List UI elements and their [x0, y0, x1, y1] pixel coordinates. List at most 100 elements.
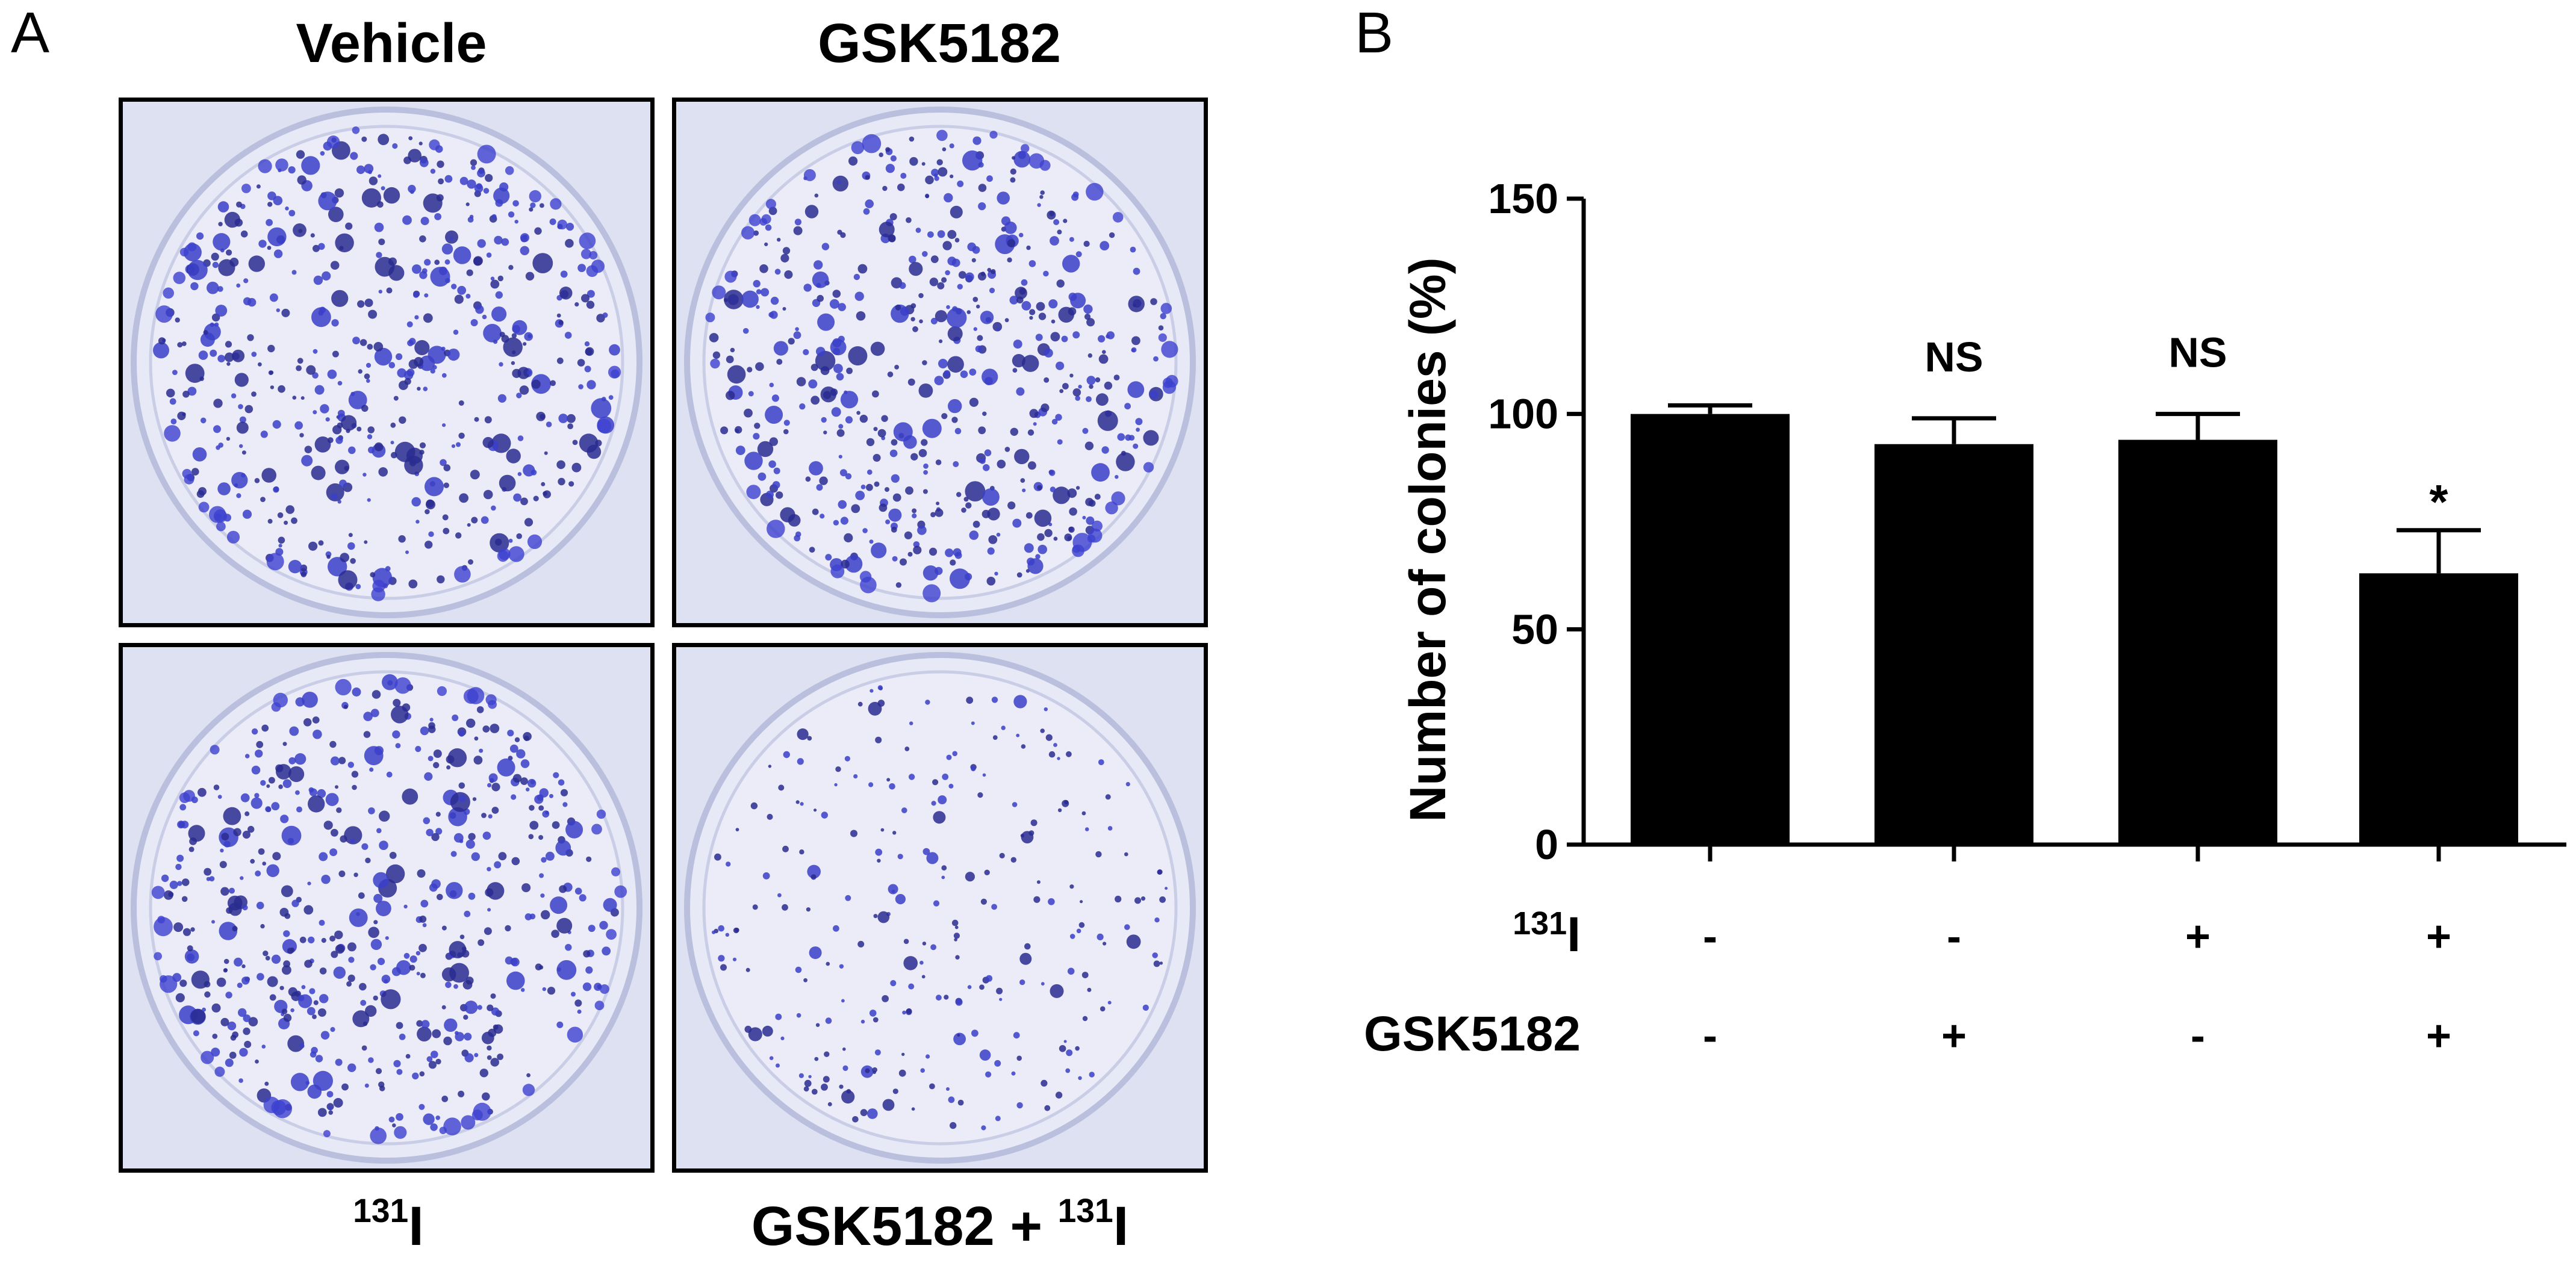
colony: [922, 565, 939, 581]
colony: [497, 275, 503, 282]
colony: [889, 213, 897, 220]
colony: [474, 736, 479, 741]
colony: [766, 491, 774, 498]
colony: [1035, 554, 1041, 559]
colony: [1041, 982, 1045, 986]
colony: [991, 904, 997, 910]
colony: [1100, 1006, 1106, 1012]
bar: [1874, 444, 2033, 845]
colony: [172, 370, 178, 375]
edge-colony: [596, 809, 606, 819]
colony: [358, 369, 362, 374]
edge-colony: [275, 158, 288, 172]
edge-colony: [550, 198, 562, 210]
colony: [848, 156, 858, 166]
colony: [826, 961, 830, 966]
colony: [1100, 241, 1110, 251]
colony: [817, 294, 824, 302]
colony: [299, 433, 304, 438]
colony: [889, 449, 898, 458]
colony: [845, 555, 863, 573]
colony: [1001, 725, 1006, 730]
colony: [559, 885, 567, 893]
colony: [947, 356, 964, 373]
colony: [347, 1063, 356, 1072]
colony: [455, 532, 462, 539]
colony: [355, 584, 361, 589]
colony: [269, 994, 276, 1001]
colony: [255, 870, 261, 877]
colony: [937, 230, 945, 238]
colony: [934, 376, 944, 385]
colony: [364, 540, 368, 544]
colony: [1026, 245, 1031, 250]
colony: [877, 429, 886, 438]
colony: [520, 759, 530, 768]
colony: [1075, 251, 1082, 258]
colony: [735, 828, 739, 831]
colony: [188, 846, 194, 852]
colony: [169, 398, 176, 405]
colony: [1016, 1102, 1023, 1109]
edge-colony: [463, 689, 479, 704]
colony: [255, 1060, 259, 1064]
colony: [185, 364, 205, 383]
colony: [239, 416, 246, 423]
colony: [762, 872, 770, 880]
colony: [484, 927, 492, 936]
colony: [796, 1013, 801, 1018]
colony: [426, 828, 434, 837]
colony: [468, 559, 473, 565]
colony: [1053, 743, 1057, 747]
edge-colony: [830, 564, 845, 579]
edge-colony: [606, 929, 617, 940]
colony: [312, 716, 320, 724]
colony: [376, 901, 391, 916]
colony: [413, 292, 419, 298]
colony: [971, 766, 976, 772]
colony: [1133, 443, 1139, 449]
colony: [887, 371, 894, 377]
colony: [885, 519, 891, 524]
colony: [727, 365, 746, 384]
colony: [425, 477, 444, 497]
colony: [862, 528, 868, 533]
plate-label-main: I: [408, 1196, 424, 1257]
colony: [440, 459, 447, 467]
colony: [211, 1003, 221, 1013]
colony: [586, 856, 592, 862]
colony: [523, 234, 528, 239]
colony: [442, 514, 449, 521]
colony: [1157, 869, 1163, 875]
colony: [482, 314, 487, 320]
colony: [402, 215, 412, 225]
colony: [865, 1068, 870, 1073]
colony: [450, 851, 457, 857]
colony: [986, 577, 996, 586]
colony: [428, 722, 435, 730]
edge-colony: [741, 226, 755, 240]
colony: [1013, 150, 1031, 168]
colony: [470, 159, 478, 166]
colony: [247, 825, 255, 833]
colony: [431, 879, 441, 889]
colony: [350, 152, 358, 160]
panel-a-letter: A: [11, 1, 50, 65]
colony: [423, 817, 431, 825]
colony: [927, 231, 934, 238]
colony: [520, 777, 528, 785]
colony: [231, 472, 248, 489]
colony: [449, 236, 453, 240]
colony: [465, 202, 470, 206]
colony: [1133, 267, 1140, 275]
colony: [319, 852, 328, 861]
colony: [944, 193, 953, 203]
colony: [930, 512, 936, 518]
colony: [269, 293, 278, 302]
plate-label-prefix: GSK5182 +: [751, 1196, 1058, 1257]
colony: [359, 339, 367, 346]
colony: [780, 1036, 785, 1040]
colony: [415, 746, 422, 752]
colony: [329, 848, 338, 857]
colony: [539, 788, 549, 798]
